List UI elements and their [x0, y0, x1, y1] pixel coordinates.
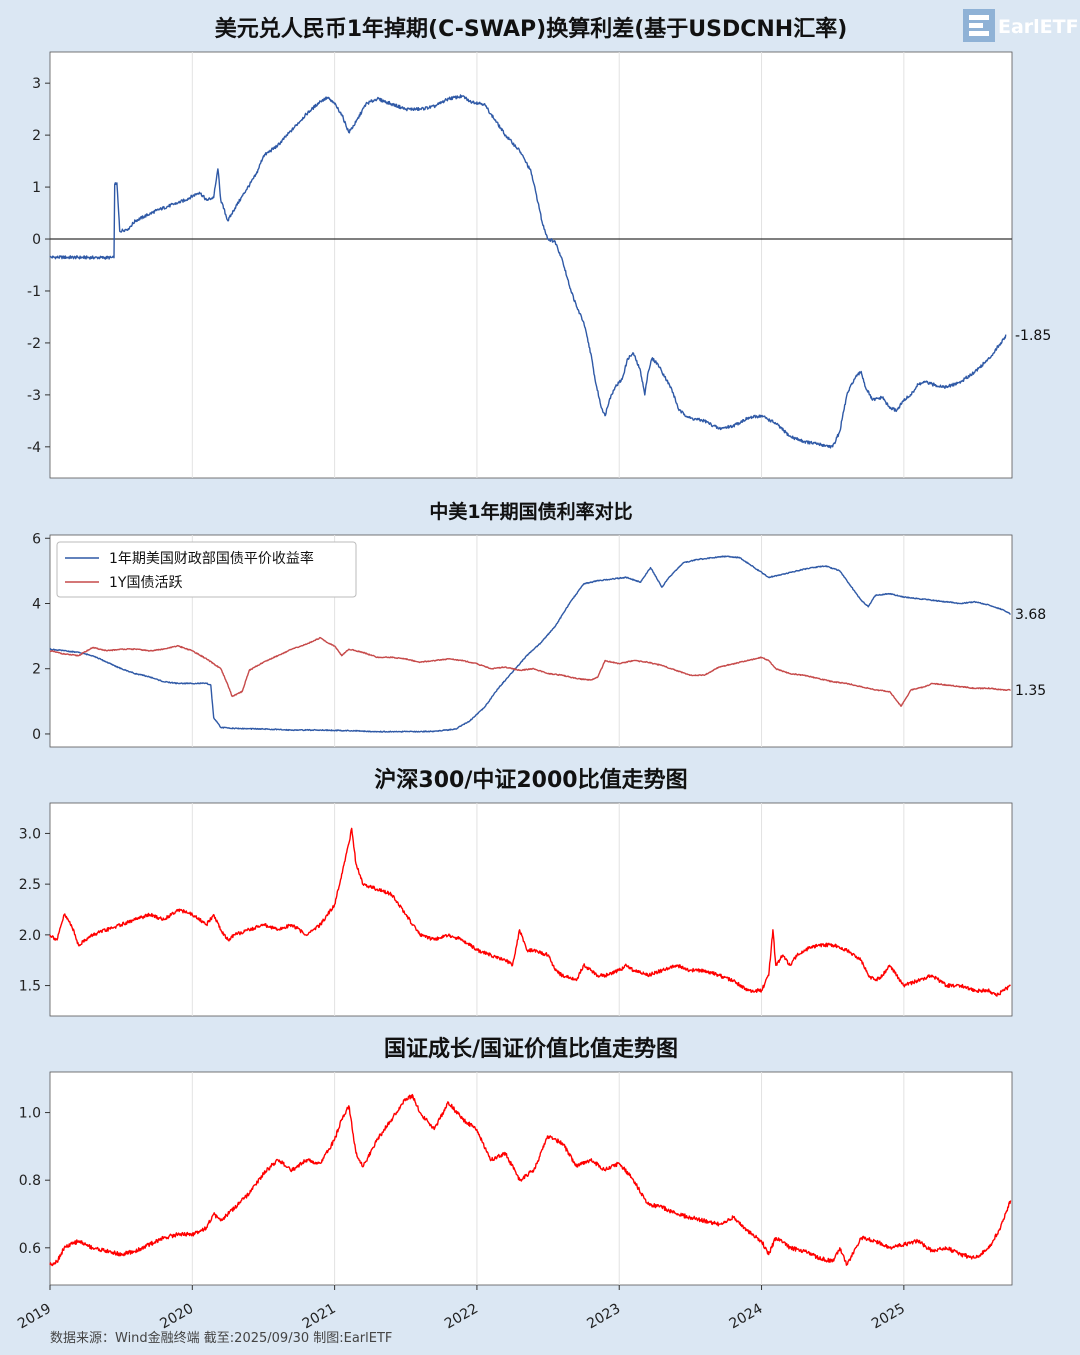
end-value-label: 3.68 — [1015, 607, 1046, 623]
plot-area — [49, 802, 1013, 1017]
y-tick-label: 0 — [32, 727, 41, 743]
y-tick-label: 2 — [32, 662, 41, 678]
end-value-label: 1.35 — [1015, 683, 1046, 699]
x-tick-label: 2020 — [157, 1301, 196, 1333]
legend-label: 1年期美国财政部国债平价收益率 — [109, 550, 314, 567]
logo-mark-bar-top — [969, 15, 989, 20]
y-tick-label: 3.0 — [19, 826, 41, 842]
logo-mark-bar-middle — [969, 23, 983, 28]
series-line-0 — [49, 1093, 1012, 1267]
y-tick-label: 4 — [32, 596, 41, 612]
chart-title: 美元兑人民币1年掉期(C-SWAP)换算利差(基于USDCNH汇率) — [215, 16, 848, 42]
chart-title: 沪深300/中证2000比值走势图 — [374, 767, 687, 793]
y-tick-label: 0.6 — [19, 1241, 41, 1257]
logo-text: EarlETF — [998, 16, 1079, 38]
chart-title: 国证成长/国证价值比值走势图 — [384, 1036, 678, 1062]
y-tick-label: -4 — [27, 440, 41, 456]
end-value-label: -1.85 — [1015, 328, 1051, 344]
series-line-0 — [49, 827, 1011, 997]
y-tick-label: 2.5 — [19, 877, 41, 893]
x-tick-label: 2023 — [584, 1301, 623, 1333]
chart-swap: 美元兑人民币1年掉期(C-SWAP)换算利差(基于USDCNH汇率) 3 2 1 0 -1… — [27, 16, 1051, 479]
x-tick-label: 2025 — [869, 1301, 908, 1333]
y-tick-label: -1 — [27, 284, 41, 300]
x-tick-label: 2021 — [300, 1301, 339, 1333]
y-tick-label: -3 — [27, 388, 41, 404]
series-line-0 — [49, 555, 1011, 733]
y-tick-label: 0 — [32, 232, 41, 248]
x-tick-label: 2024 — [727, 1301, 766, 1333]
chart-title: 中美1年期国债利率对比 — [429, 500, 632, 523]
x-tick-label: 2019 — [15, 1301, 54, 1333]
x-tick-label: 2022 — [442, 1301, 481, 1333]
logo-mark-bar-bottom — [969, 31, 989, 36]
legend-label: 1Y国债活跃 — [109, 575, 182, 591]
y-tick-label: 1.5 — [19, 979, 41, 995]
series-line-0 — [49, 94, 1007, 449]
series-line-1 — [49, 636, 1011, 707]
earletf-logo: EarlETF — [963, 9, 1079, 42]
y-tick-label: 3 — [32, 76, 41, 92]
plot-area — [49, 534, 1013, 748]
plot-area — [49, 1071, 1013, 1286]
y-tick-label: 2.0 — [19, 928, 41, 944]
chart-ratio1: 沪深300/中证2000比值走势图 3.0 2.5 2.0 1.5 — [19, 767, 1013, 1017]
chart-yields: 中美1年期国债利率对比 6 4 2 0 3.68 1.35 1年期美国财政部国债平价收益率 1Y… — [32, 500, 1046, 748]
legend-box — [56, 541, 357, 598]
y-tick-label: 0.8 — [19, 1173, 41, 1189]
data-source-note: 数据来源：Wind金融终端 截至:2025/09/30 制图:EarlETF — [50, 1330, 392, 1346]
y-tick-label: 1 — [32, 180, 41, 196]
chart-ratio2: 国证成长/国证价值比值走势图 1.0 0.8 0.6 — [19, 1036, 1013, 1286]
y-tick-label: -2 — [27, 336, 41, 352]
y-tick-label: 1.0 — [19, 1106, 41, 1122]
y-tick-label: 2 — [32, 128, 41, 144]
y-tick-label: 6 — [32, 531, 41, 547]
plot-area — [49, 51, 1013, 479]
